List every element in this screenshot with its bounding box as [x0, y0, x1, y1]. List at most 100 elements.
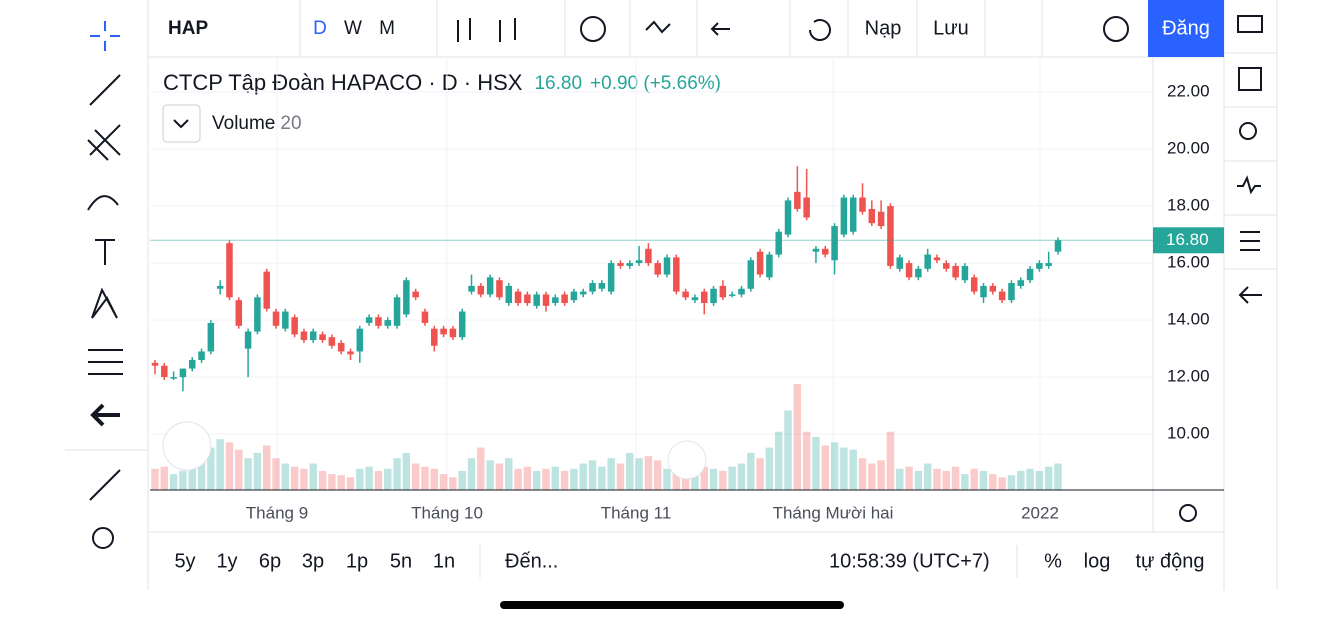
volume-bar	[588, 460, 597, 490]
load-button[interactable]: Nạp	[865, 17, 902, 39]
volume-bar	[793, 384, 802, 490]
reset-button[interactable]	[667, 440, 707, 480]
range-button[interactable]: 1y	[216, 550, 237, 572]
volume-bar	[737, 463, 746, 490]
candle-body	[980, 285, 987, 298]
volume-bar	[551, 466, 560, 490]
volume-bar	[858, 458, 867, 490]
save-button[interactable]: Lưu	[933, 17, 969, 39]
publish-button[interactable]	[1148, 0, 1224, 57]
volume-bar	[225, 442, 234, 490]
volume-bar	[514, 468, 522, 490]
logo	[162, 421, 212, 471]
candle-body	[393, 297, 401, 326]
candle-body	[449, 328, 457, 338]
volume-bar	[998, 477, 1006, 490]
volume-bar	[719, 470, 727, 490]
candle-body	[226, 243, 233, 298]
volume-bar	[207, 447, 215, 490]
candle-body	[747, 260, 755, 289]
range-button[interactable]: 5y	[174, 550, 195, 572]
range-button[interactable]: 1p	[346, 550, 368, 572]
candle-body	[989, 285, 997, 292]
goto-button[interactable]: Đến...	[505, 550, 558, 572]
clock: 10:58:39 (UTC+7)	[829, 550, 990, 572]
legend-change: +0.90 (+5.66%)	[590, 73, 721, 94]
volume-bar	[774, 431, 783, 490]
symbol[interactable]: HAP	[168, 18, 208, 39]
volume-length: 20	[280, 113, 301, 134]
range-button[interactable]: 3p	[302, 550, 324, 572]
legend-exchange: HSX	[477, 70, 523, 95]
candle-body	[766, 254, 773, 278]
log-button[interactable]: log	[1084, 550, 1111, 572]
settings-icon	[1179, 504, 1197, 522]
candle-body	[915, 268, 922, 278]
candle-body	[589, 283, 596, 292]
candle-body	[598, 283, 606, 289]
x-tick-label: Tháng 10	[411, 503, 483, 522]
volume-bar	[318, 470, 327, 490]
range-button[interactable]: 6p	[259, 550, 281, 572]
volume-bar	[309, 463, 317, 490]
candle-body	[719, 285, 727, 298]
volume-bar	[951, 466, 960, 490]
candle-body	[254, 297, 261, 332]
candle-body	[552, 297, 559, 304]
candle-body	[477, 285, 485, 295]
volume-bar	[467, 458, 476, 490]
candle-body	[663, 257, 671, 275]
range-button[interactable]: 5n	[390, 550, 412, 572]
x-tick-label: Tháng 11	[601, 503, 672, 522]
frame	[65, 0, 1278, 590]
percent-button[interactable]: %	[1044, 550, 1062, 572]
volume-bar	[635, 458, 643, 490]
candle-body	[235, 300, 243, 326]
volume-bar	[1054, 463, 1062, 490]
interval[interactable]: D	[313, 18, 327, 39]
volume-bar	[886, 431, 895, 490]
candle-body	[244, 331, 252, 349]
volume-bar	[877, 460, 885, 490]
volume-bar	[532, 470, 541, 490]
candle-body	[524, 294, 531, 304]
volume-bar	[691, 470, 699, 490]
candle-body	[877, 211, 885, 227]
interval[interactable]: W	[344, 18, 362, 39]
volume-bar	[709, 468, 718, 490]
volume-bar	[933, 468, 941, 490]
candle-body	[375, 317, 382, 326]
candle-body	[887, 206, 894, 266]
volume-bar	[570, 468, 578, 490]
volume-bar	[477, 447, 485, 490]
candle-body	[263, 271, 270, 309]
volume-bar	[281, 463, 290, 490]
last-price-tag	[1153, 227, 1224, 254]
volume-bar	[421, 466, 429, 490]
publish-label[interactable]: Đăng	[1162, 17, 1210, 39]
top-icons[interactable]	[457, 16, 1129, 42]
right-icons[interactable]	[1237, 15, 1263, 304]
candle-body	[505, 285, 513, 304]
volume-bar	[747, 452, 755, 490]
auto-button[interactable]: tự động	[1136, 550, 1205, 572]
candle-body	[831, 226, 838, 261]
last-price-label: 16.80	[1166, 230, 1209, 249]
left-tools[interactable]	[87, 21, 123, 549]
candle-body	[1026, 268, 1034, 281]
volume-bar	[458, 470, 466, 490]
candle-body	[849, 197, 857, 232]
interval[interactable]: M	[379, 18, 395, 39]
volume-bar	[942, 470, 951, 490]
legend-title: CTCP Tập Đoàn HAPACO · D · HSX 16.80 +0.90…	[163, 70, 721, 95]
candle-body	[1054, 240, 1062, 252]
candle-body	[347, 351, 354, 355]
volume-bar	[821, 445, 829, 490]
range-button[interactable]: 1n	[433, 550, 455, 572]
volume-label: Volume	[212, 113, 275, 134]
candle-body	[486, 277, 494, 295]
collapse-button[interactable]	[162, 104, 201, 143]
volume-bar	[244, 458, 252, 490]
legend-price: 16.80	[534, 73, 582, 94]
candle-body	[868, 208, 876, 224]
